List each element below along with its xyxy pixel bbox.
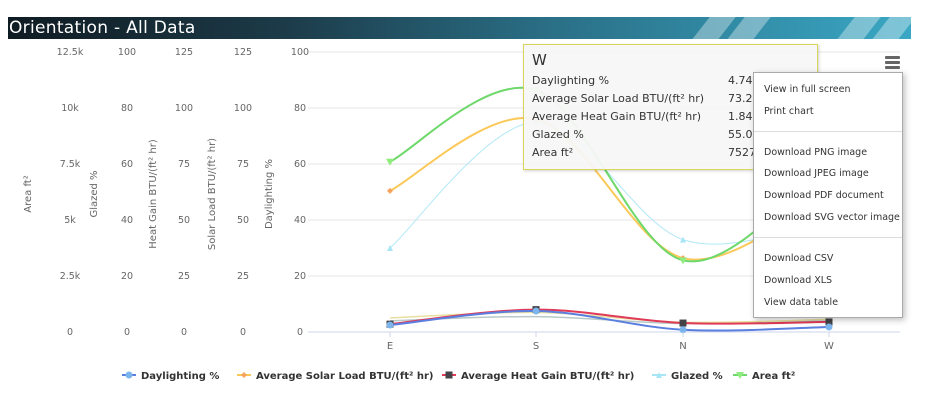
faint-series-line [389, 311, 830, 324]
y-tick-label: 0 [240, 327, 246, 338]
menu-separator [754, 131, 902, 132]
y-tick-label: 75 [237, 159, 249, 170]
y-tick-label: 25 [178, 271, 190, 282]
y-tick-label: 50 [178, 215, 190, 226]
y-tick-label: 80 [121, 103, 133, 114]
hamburger-menu-icon[interactable] [881, 53, 903, 71]
data-point [532, 307, 540, 315]
y-tick-label: 5k [64, 215, 76, 226]
y-axis-title: Area ft² [23, 175, 34, 212]
data-point [679, 326, 687, 334]
y-tick-label: 100 [118, 47, 136, 58]
title-bar: Orientation - All Data [8, 17, 911, 39]
x-tick-label: W [824, 341, 834, 352]
tooltip-label: Average Solar Load BTU/(ft² hr) [532, 92, 705, 105]
legend-marker [241, 372, 247, 378]
x-tick-label: E [387, 341, 393, 352]
data-point [679, 319, 687, 327]
legend-label[interactable]: Daylighting % [141, 371, 219, 382]
y-tick-label: 100 [234, 103, 252, 114]
tooltip-label: Daylighting % [532, 74, 610, 87]
menu-item-download-pdf[interactable]: Download PDF document [764, 190, 884, 201]
x-tick-label: S [533, 341, 539, 352]
data-point [387, 245, 393, 251]
legend-label[interactable]: Average Heat Gain BTU/(ft² hr) [461, 371, 634, 382]
y-tick-label: 20 [121, 271, 133, 282]
menu-item-download-xls[interactable]: Download XLS [764, 275, 833, 286]
data-point [387, 187, 393, 194]
data-point [386, 158, 394, 166]
y-tick-label: 10k [61, 103, 79, 114]
legend-marker [736, 372, 744, 379]
menu-item-view-full-screen[interactable]: View in full screen [764, 84, 851, 95]
tooltip-label: Glazed % [532, 128, 584, 141]
data-point [825, 318, 833, 326]
menu-separator [754, 237, 902, 238]
legend-label[interactable]: Average Solar Load BTU/(ft² hr) [256, 371, 433, 382]
data-point [680, 236, 686, 243]
series-line [389, 309, 830, 332]
page-title: Orientation - All Data [9, 18, 196, 38]
y-tick-label: 50 [237, 215, 249, 226]
y-tick-label: 0 [124, 327, 130, 338]
menu-item-download-jpeg[interactable]: Download JPEG image [764, 168, 869, 179]
tooltip-label: Area ft² [532, 146, 574, 159]
menu-item-download-png[interactable]: Download PNG image [764, 147, 868, 158]
y-tick-label: 20 [294, 271, 306, 282]
y-axis-title: Heat Gain BTU/(ft² hr) [148, 139, 159, 249]
y-tick-label: 125 [234, 47, 252, 58]
y-tick-label: 0 [297, 327, 303, 338]
y-axis-title: Daylighting % [264, 159, 275, 229]
menu-item-view-data-table[interactable]: View data table [764, 297, 839, 308]
y-tick-label: 75 [178, 159, 190, 170]
tooltip-title: W [532, 51, 547, 69]
menu-item-download-csv[interactable]: Download CSV [764, 253, 834, 264]
tooltip-label: Average Heat Gain BTU/(ft² hr) [532, 110, 702, 123]
export-menu: View in full screen Print chart Download… [753, 72, 903, 318]
y-tick-label: 25 [237, 271, 249, 282]
y-tick-label: 80 [294, 103, 306, 114]
y-tick-label: 0 [181, 327, 187, 338]
y-tick-label: 2.5k [60, 271, 81, 282]
y-tick-label: 12.5k [57, 47, 84, 58]
x-tick-label: N [679, 341, 686, 352]
legend-label[interactable]: Area ft² [752, 371, 795, 382]
y-tick-label: 60 [294, 159, 306, 170]
data-point [679, 257, 687, 265]
y-tick-label: 40 [121, 215, 133, 226]
menu-item-download-svg[interactable]: Download SVG vector image [764, 212, 900, 223]
data-point [825, 323, 833, 331]
y-axis-title: Glazed % [89, 170, 100, 217]
legend-label[interactable]: Glazed % [671, 371, 723, 382]
legend-marker [125, 371, 133, 379]
y-tick-label: 60 [121, 159, 133, 170]
data-point [386, 321, 394, 329]
y-tick-label: 0 [67, 327, 73, 338]
y-tick-label: 40 [294, 215, 306, 226]
y-tick-label: 100 [291, 47, 309, 58]
y-axis-title: Solar Load BTU/(ft² hr) [207, 138, 218, 250]
menu-item-print-chart[interactable]: Print chart [764, 106, 814, 117]
y-tick-label: 125 [175, 47, 193, 58]
legend-marker [445, 371, 453, 379]
y-tick-label: 7.5k [60, 159, 81, 170]
legend-marker [656, 372, 662, 378]
y-tick-label: 100 [175, 103, 193, 114]
